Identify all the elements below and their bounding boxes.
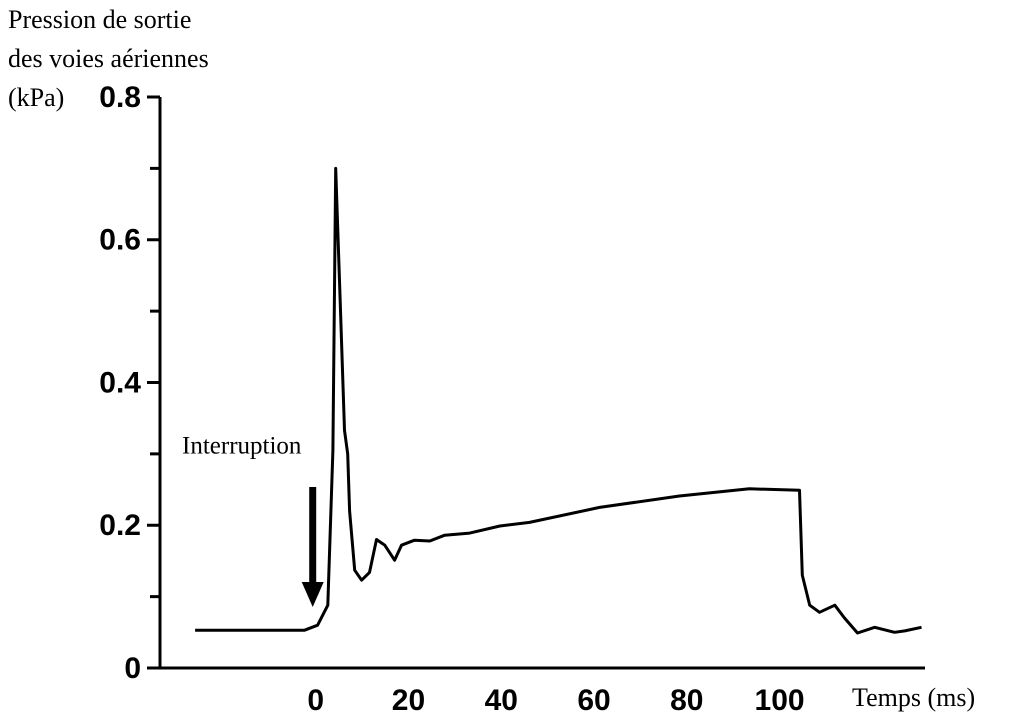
y-tick-label: 0.8	[99, 81, 141, 114]
x-tick-label: 80	[670, 684, 703, 717]
y-tick-label: 0.6	[99, 224, 141, 257]
y-tick-label: 0.2	[99, 509, 141, 542]
y-axis-label: des voies aériennes	[8, 44, 209, 73]
data-line	[195, 166, 922, 635]
y-tick-label: 0	[124, 652, 141, 685]
y-axis-label: Pression de sortie	[8, 5, 191, 34]
y-axis-label: (kPa)	[8, 83, 64, 112]
annotation-arrow-head	[301, 582, 324, 607]
x-tick-label: 20	[392, 684, 425, 717]
x-tick-label: 100	[755, 684, 805, 717]
x-axis-label: Temps (ms)	[852, 683, 975, 712]
y-tick-label: 0.4	[99, 366, 141, 399]
x-tick-label: 0	[307, 684, 324, 717]
x-tick-label: 60	[577, 684, 610, 717]
annotation: Interruption	[182, 433, 302, 460]
x-tick-label: 40	[485, 684, 518, 717]
